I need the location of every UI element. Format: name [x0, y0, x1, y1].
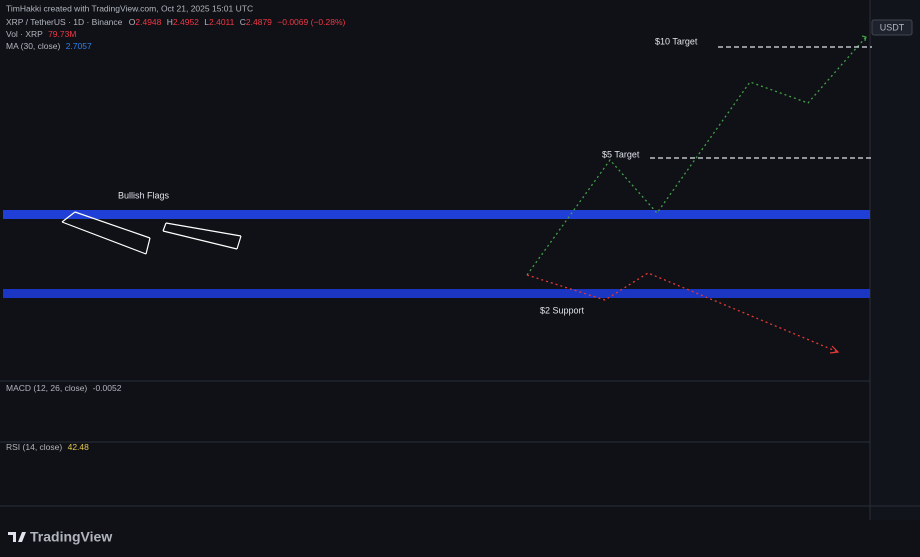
brand: TradingView [30, 529, 112, 545]
annotation: $5 Target [602, 149, 640, 159]
logo-mark [8, 532, 26, 542]
arrow-head [861, 35, 867, 42]
flag-drawing [162, 222, 242, 250]
volume-legend: Vol · XRP 79.73M [6, 29, 76, 39]
legend-label: MA (30, close) [6, 41, 60, 51]
ohlc-key: L [204, 17, 209, 27]
support-zone [3, 289, 870, 298]
ohlc-value: 2.4879 [246, 17, 272, 27]
annotation: $10 Target [655, 36, 698, 46]
annotation: $2 Support [540, 305, 585, 315]
legend-value: -0.0052 [93, 383, 122, 393]
bearish-projection [526, 272, 839, 353]
change: −0.0069 (−0.28%) [277, 17, 345, 27]
flag-drawing [61, 211, 151, 255]
legend-label: MACD (12, 26, close) [6, 383, 87, 393]
currency-button[interactable] [871, 19, 913, 36]
macd-legend: MACD (12, 26, close) -0.0052 [6, 383, 122, 393]
annotation: Bullish Flags [118, 190, 170, 200]
price-axis-panel [870, 0, 920, 520]
currency-label[interactable]: USDT [880, 22, 905, 32]
ohlc-value: 2.4952 [173, 17, 199, 27]
resistance-zone [3, 210, 870, 219]
rsi-legend: RSI (14, close) 42.48 [6, 442, 89, 452]
ohlc-value: 2.4011 [209, 17, 235, 27]
ma-legend: MA (30, close) 2.7057 [6, 41, 92, 51]
logo: TradingView [8, 529, 112, 545]
ohlc-key: H [167, 17, 173, 27]
symbol-line: XRP / TetherUS · 1D · Binance O2.4948 H2… [6, 17, 346, 27]
ohlc-key: C [240, 17, 246, 27]
arrow-head [829, 345, 840, 354]
legend-label: Vol · XRP [6, 29, 43, 39]
drawings [61, 35, 872, 354]
legend-value: 42.48 [68, 442, 90, 452]
legend-value: 2.7057 [66, 41, 92, 51]
ohlc-key: O [129, 17, 136, 27]
zones [3, 210, 870, 298]
symbol: XRP / TetherUS · 1D · Binance [6, 17, 123, 27]
legend-label: RSI (14, close) [6, 442, 62, 452]
author-line: TimHakki created with TradingView.com, O… [6, 3, 253, 13]
legend-value: 79.73M [48, 29, 76, 39]
ohlc-value: 2.4948 [135, 17, 161, 27]
